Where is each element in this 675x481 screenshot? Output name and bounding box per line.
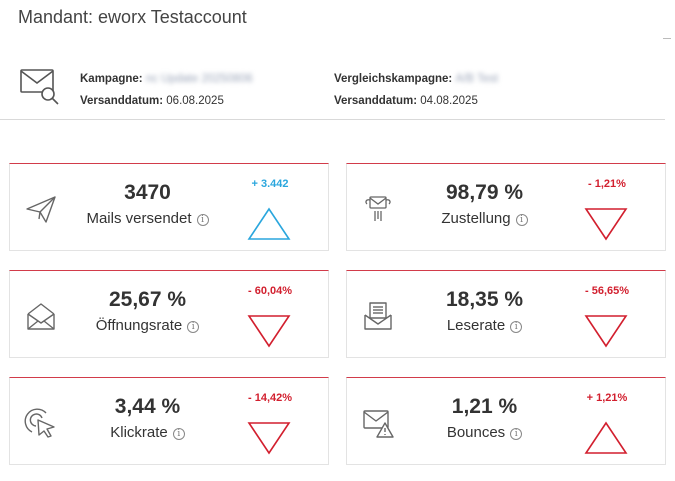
kpi-label: Öffnungsrate i: [70, 317, 225, 334]
vergleichskampagne-name: A/B Test: [455, 73, 499, 85]
comparison-campaign-column: Vergleichskampagne: A/B Test Versanddatu…: [334, 68, 498, 112]
mandant-title: Mandant: eworx Testaccount: [18, 7, 247, 27]
trend-down-icon: [247, 422, 291, 455]
trend-down-icon: [584, 315, 628, 348]
mail-search-icon: [20, 69, 59, 105]
kpi-label: Klickrate i: [70, 424, 225, 441]
kpi-delta: + 1,21%: [586, 392, 628, 404]
kpi-value: 18,35 %: [445, 288, 524, 311]
info-icon[interactable]: i: [510, 428, 523, 440]
click-cursor-icon: [24, 408, 55, 438]
kpi-delta: - 56,65%: [584, 285, 630, 297]
campaign-column: Kampagne: nc Update 20250806 Versanddatu…: [80, 68, 253, 112]
kpi-delta: + 3.442: [251, 178, 289, 190]
kampagne-name: nc Update 20250806: [145, 73, 253, 85]
kpi-value: 98,79 %: [445, 181, 524, 204]
mail-delivery-icon: [365, 196, 391, 221]
info-icon[interactable]: i: [510, 321, 523, 333]
info-icon[interactable]: i: [196, 214, 209, 226]
vergleich-versanddatum-label: Versanddatum:: [334, 95, 418, 107]
kpi-label: Zustellung i: [407, 210, 562, 227]
kpi-label: Mails versendet i: [70, 210, 225, 227]
paper-plane-icon: [26, 196, 56, 223]
kpi-card-zustellung: 98,79 % Zustellung i - 1,21%: [346, 163, 666, 251]
kpi-card-oeffnungsrate: 25,67 % Öffnungsrate i - 60,04%: [9, 270, 329, 358]
versanddatum-label: Versanddatum:: [80, 95, 164, 107]
trend-up-icon: [247, 207, 291, 240]
kpi-card-leserate: 18,35 % Leserate i - 56,65%: [346, 270, 666, 358]
kpi-delta: - 1,21%: [588, 178, 626, 190]
vergleichskampagne-label: Vergleichskampagne:: [334, 73, 453, 85]
kpi-value: 25,67 %: [108, 288, 187, 311]
kpi-label: Leserate i: [407, 317, 562, 334]
kpi-delta: - 14,42%: [247, 392, 293, 404]
versanddatum-value: 06.08.2025: [166, 95, 224, 107]
kpi-card-bounces: 1,21 % Bounces i + 1,21%: [346, 377, 666, 465]
info-icon[interactable]: i: [172, 428, 185, 440]
kpi-card-mails-versendet: 3470 Mails versendet i + 3.442: [9, 163, 329, 251]
info-icon[interactable]: i: [515, 214, 528, 226]
trend-down-icon: [247, 315, 291, 348]
kpi-value: 3470: [124, 181, 171, 204]
kpi-value: 3,44 %: [114, 395, 181, 418]
info-icon[interactable]: i: [187, 321, 200, 333]
vergleich-versanddatum-value: 04.08.2025: [420, 95, 478, 107]
trend-down-icon: [584, 208, 628, 241]
open-envelope-icon: [27, 303, 55, 330]
trend-up-icon: [584, 421, 628, 454]
kampagne-label: Kampagne:: [80, 73, 143, 85]
divider-tick: [663, 38, 671, 39]
letter-read-icon: [364, 302, 392, 330]
kpi-value: 1,21 %: [451, 395, 518, 418]
kpi-delta: - 60,04%: [247, 285, 293, 297]
mail-warning-icon: [363, 410, 394, 438]
campaign-info-panel: Kampagne: nc Update 20250806 Versanddatu…: [0, 50, 665, 120]
kpi-label: Bounces i: [407, 424, 562, 441]
kpi-card-klickrate: 3,44 % Klickrate i - 14,42%: [9, 377, 329, 465]
